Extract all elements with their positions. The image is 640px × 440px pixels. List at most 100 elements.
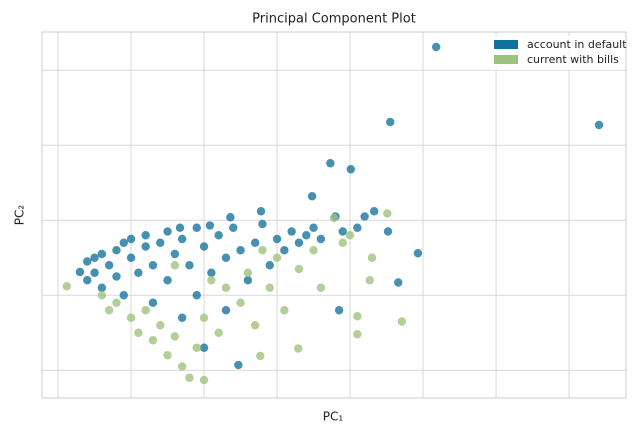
point <box>353 223 362 232</box>
plot-frame <box>41 31 627 399</box>
point <box>97 249 107 259</box>
point <box>334 306 344 315</box>
point <box>280 246 289 255</box>
point <box>309 246 318 255</box>
point <box>397 317 407 326</box>
point <box>90 268 99 277</box>
point <box>199 242 209 251</box>
point <box>148 298 158 307</box>
point <box>134 268 143 277</box>
point <box>394 278 403 287</box>
point <box>192 223 201 232</box>
point <box>280 306 289 315</box>
point <box>163 227 172 236</box>
point <box>214 231 223 240</box>
point <box>156 238 165 247</box>
point <box>329 213 339 223</box>
point <box>119 291 128 300</box>
point <box>83 276 92 285</box>
point <box>192 343 201 352</box>
point <box>367 253 377 262</box>
point <box>383 227 393 236</box>
point <box>250 238 260 247</box>
point <box>163 351 172 360</box>
point <box>294 344 303 353</box>
point <box>294 264 304 274</box>
point <box>594 120 604 130</box>
point <box>236 246 245 255</box>
point <box>221 253 231 262</box>
point <box>226 213 235 222</box>
point <box>112 272 121 281</box>
point <box>192 291 201 300</box>
point <box>250 321 260 330</box>
point <box>309 223 318 232</box>
point <box>256 207 266 216</box>
chart-title: Principal Component Plot <box>252 12 416 27</box>
series <box>62 209 407 385</box>
point <box>365 276 374 285</box>
point <box>156 321 165 330</box>
point <box>199 343 209 352</box>
point <box>148 261 158 270</box>
point <box>369 207 379 216</box>
y-axis-label: PC₂ <box>13 205 27 226</box>
point <box>258 219 267 229</box>
point <box>294 238 304 247</box>
point <box>272 253 282 262</box>
x-axis-label: PC₁ <box>323 410 344 424</box>
point <box>177 313 187 322</box>
point <box>126 313 136 322</box>
point <box>234 360 243 370</box>
point <box>307 192 317 201</box>
point <box>97 283 107 292</box>
legend-label: account in default <box>527 38 627 51</box>
point <box>243 268 253 277</box>
point <box>170 332 180 341</box>
point <box>97 291 107 300</box>
point <box>236 298 245 307</box>
point <box>214 328 223 337</box>
point <box>75 267 85 277</box>
point <box>175 223 185 232</box>
point <box>272 234 282 244</box>
point <box>432 42 441 52</box>
legend-swatch <box>494 55 518 64</box>
point <box>287 227 296 236</box>
point <box>112 298 121 307</box>
point <box>62 282 72 291</box>
point <box>177 234 187 244</box>
point <box>90 253 99 262</box>
point <box>338 227 347 236</box>
point <box>163 276 172 285</box>
point <box>353 312 362 321</box>
point <box>316 283 326 292</box>
point <box>112 246 121 255</box>
point <box>104 306 114 315</box>
point <box>243 276 253 285</box>
point <box>141 306 150 315</box>
point <box>141 242 150 251</box>
point <box>265 261 274 270</box>
point <box>265 283 274 292</box>
point <box>256 351 265 361</box>
point <box>386 117 395 127</box>
point <box>170 261 180 270</box>
point <box>126 234 136 244</box>
point <box>353 330 362 339</box>
series <box>75 42 604 370</box>
point <box>199 313 209 322</box>
point <box>326 159 335 168</box>
point <box>345 231 355 240</box>
point <box>104 261 114 270</box>
legend-swatch <box>494 40 518 49</box>
point <box>170 249 180 259</box>
point <box>205 221 215 230</box>
point <box>258 246 267 255</box>
point <box>148 336 158 345</box>
point <box>383 209 392 218</box>
point <box>119 238 128 247</box>
point <box>199 375 209 385</box>
point <box>360 212 369 221</box>
point <box>346 165 355 174</box>
